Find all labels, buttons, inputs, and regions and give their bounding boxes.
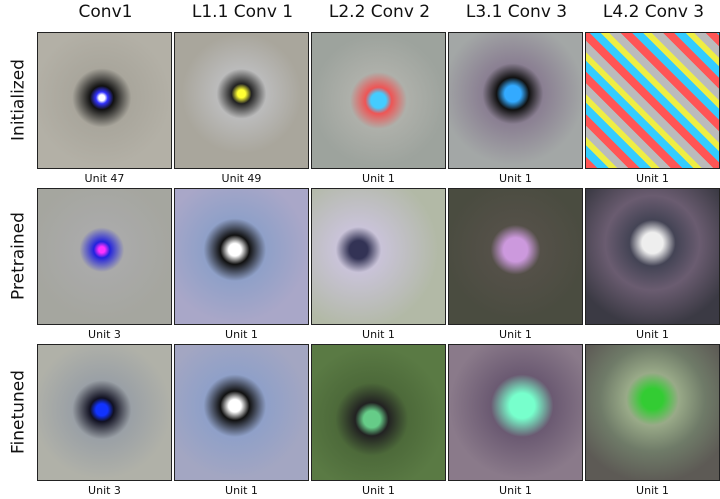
visualization-image <box>311 188 446 325</box>
column-header: Conv1 <box>37 2 174 22</box>
unit-label: Unit 3 <box>36 484 173 497</box>
row-label: Finetuned <box>9 344 29 481</box>
unit-label: Unit 1 <box>447 172 584 185</box>
unit-label: Unit 1 <box>173 484 310 497</box>
unit-label: Unit 49 <box>173 172 310 185</box>
visualization-image <box>174 188 309 325</box>
unit-label: Unit 1 <box>310 172 447 185</box>
row-label: Pretrained <box>9 188 29 325</box>
visualization-image <box>448 32 583 169</box>
visualization-image <box>174 32 309 169</box>
visualization-image <box>585 32 720 169</box>
visualization-image <box>448 344 583 481</box>
unit-label: Unit 3 <box>36 328 173 341</box>
unit-label: Unit 1 <box>584 328 720 341</box>
visualization-image <box>448 188 583 325</box>
visualization-image <box>585 344 720 481</box>
visualization-image <box>311 344 446 481</box>
figure: Conv1L1.1 Conv 1L2.2 Conv 2L3.1 Conv 3L4… <box>0 0 720 499</box>
visualization-image <box>174 344 309 481</box>
visualization-image <box>585 188 720 325</box>
visualization-image <box>37 344 172 481</box>
column-header: L1.1 Conv 1 <box>174 2 311 22</box>
unit-label: Unit 1 <box>584 484 720 497</box>
row-label: Initialized <box>9 32 29 169</box>
unit-label: Unit 1 <box>447 328 584 341</box>
visualization-image <box>311 32 446 169</box>
unit-label: Unit 1 <box>310 328 447 341</box>
column-header: L2.2 Conv 2 <box>311 2 448 22</box>
unit-label: Unit 1 <box>447 484 584 497</box>
unit-label: Unit 1 <box>584 172 720 185</box>
visualization-image <box>37 188 172 325</box>
column-header: L4.2 Conv 3 <box>585 2 720 22</box>
unit-label: Unit 47 <box>36 172 173 185</box>
unit-label: Unit 1 <box>310 484 447 497</box>
unit-label: Unit 1 <box>173 328 310 341</box>
visualization-image <box>37 32 172 169</box>
column-header: L3.1 Conv 3 <box>448 2 585 22</box>
